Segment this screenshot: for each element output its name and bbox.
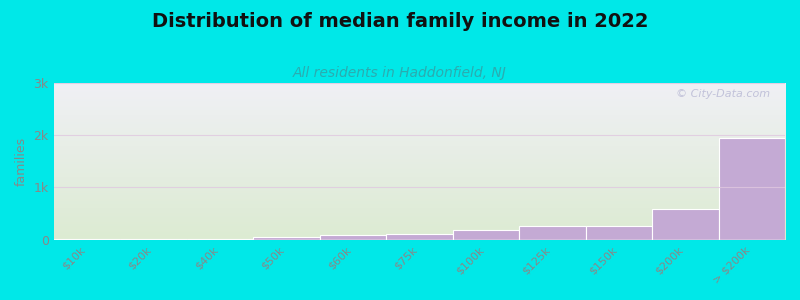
Bar xyxy=(453,230,519,240)
Bar xyxy=(519,226,586,240)
Bar xyxy=(319,235,386,240)
Bar xyxy=(253,237,319,240)
Text: All residents in Haddonfield, NJ: All residents in Haddonfield, NJ xyxy=(293,66,507,80)
Bar xyxy=(54,239,120,240)
Text: Distribution of median family income in 2022: Distribution of median family income in … xyxy=(152,12,648,31)
Bar xyxy=(186,239,253,240)
Bar xyxy=(652,209,718,240)
Bar xyxy=(120,239,186,240)
Text: © City-Data.com: © City-Data.com xyxy=(676,89,770,99)
Y-axis label: families: families xyxy=(15,137,28,186)
Bar xyxy=(586,226,652,240)
Bar xyxy=(386,234,453,240)
Bar xyxy=(718,138,785,240)
